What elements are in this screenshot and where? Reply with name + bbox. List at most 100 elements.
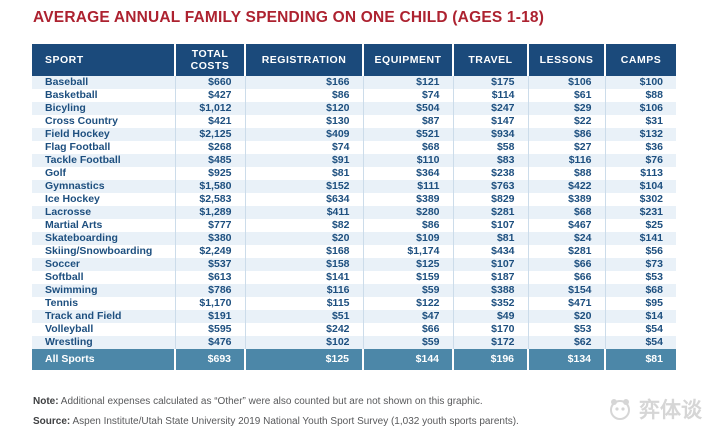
value-cell: $114: [452, 89, 528, 102]
value-cell: $86: [527, 128, 605, 141]
sport-name: Gymnastics: [45, 180, 105, 192]
table-row-swimming: Swimming $786 $116 $59 $388 $154 $68: [32, 284, 676, 297]
value-cell: $158: [244, 258, 363, 271]
sport-name: Lacrosse: [45, 206, 92, 218]
table-row-baseball: Baseball $660 $166 $121 $175 $106 $100: [32, 76, 676, 89]
value-cell: $660: [174, 76, 245, 89]
value-cell: $238: [452, 167, 528, 180]
sport-name: Ice Hockey: [45, 193, 100, 205]
value-cell: $116: [527, 154, 605, 167]
sport-name: Volleyball: [45, 323, 94, 335]
value-cell: $777: [174, 219, 245, 232]
table-header: SPORT TOTAL COSTS REGISTRATION EQUIPMENT TRA…: [32, 44, 676, 76]
value-cell: $172: [452, 336, 528, 349]
value-cell: $106: [604, 102, 676, 115]
value-cell: $59: [362, 336, 453, 349]
note-text: Additional expenses calculated as “Other…: [58, 396, 483, 407]
footer-notes: Note: Additional expenses calculated as …: [33, 392, 593, 431]
sport-name: Swimming: [45, 284, 98, 296]
value-cell: $100: [604, 76, 676, 89]
sport-name: Field Hockey: [45, 128, 110, 140]
value-cell: $58: [452, 141, 528, 154]
total-value-cell: $144: [362, 349, 453, 370]
value-cell: $1,289: [174, 206, 245, 219]
value-cell: $121: [362, 76, 453, 89]
value-cell: $132: [604, 128, 676, 141]
value-cell: $87: [362, 115, 453, 128]
value-cell: $86: [244, 89, 363, 102]
column-header-camps: CAMPS: [604, 44, 676, 76]
value-cell: $1,170: [174, 297, 245, 310]
page-title: AVERAGE ANNUAL FAMILY SPENDING ON ONE CH…: [33, 9, 545, 26]
column-header-total-costs: TOTAL COSTS: [174, 44, 245, 76]
value-cell: $595: [174, 323, 245, 336]
value-cell: $154: [527, 284, 605, 297]
table-row-skateboarding: Skateboarding $380 $20 $109 $81 $24 $141: [32, 232, 676, 245]
value-cell: $14: [604, 310, 676, 323]
value-cell: $364: [362, 167, 453, 180]
value-cell: $471: [527, 297, 605, 310]
table-row-basketball: Basketball $427 $86 $74 $114 $61 $88: [32, 89, 676, 102]
value-cell: $122: [362, 297, 453, 310]
value-cell: $352: [452, 297, 528, 310]
value-cell: $242: [244, 323, 363, 336]
total-value-cell: $196: [452, 349, 528, 370]
total-value-cell: $134: [527, 349, 605, 370]
value-cell: $62: [527, 336, 605, 349]
value-cell: $20: [244, 232, 363, 245]
column-header-lessons: LESSONS: [527, 44, 605, 76]
table-row-tennis: Tennis $1,170 $115 $122 $352 $471 $95: [32, 297, 676, 310]
sport-name: Flag Football: [45, 141, 111, 153]
value-cell: $268: [174, 141, 245, 154]
value-cell: $56: [604, 245, 676, 258]
value-cell: $47: [362, 310, 453, 323]
value-cell: $231: [604, 206, 676, 219]
value-cell: $109: [362, 232, 453, 245]
value-cell: $54: [604, 323, 676, 336]
value-cell: $29: [527, 102, 605, 115]
value-cell: $2,583: [174, 193, 245, 206]
value-cell: $68: [362, 141, 453, 154]
value-cell: $115: [244, 297, 363, 310]
sport-name: Soccer: [45, 258, 81, 270]
value-cell: $68: [604, 284, 676, 297]
value-cell: $829: [452, 193, 528, 206]
value-cell: $421: [174, 115, 245, 128]
value-cell: $49: [452, 310, 528, 323]
table-row-bicyling: Bicyling $1,012 $120 $504 $247 $29 $106: [32, 102, 676, 115]
value-cell: $120: [244, 102, 363, 115]
value-cell: $113: [604, 167, 676, 180]
value-cell: $504: [362, 102, 453, 115]
panda-face-icon: [610, 399, 630, 420]
value-cell: $409: [244, 128, 363, 141]
value-cell: $20: [527, 310, 605, 323]
sport-name: Bicyling: [45, 102, 86, 114]
table-row-soccer: Soccer $537 $158 $125 $107 $66 $73: [32, 258, 676, 271]
value-cell: $388: [452, 284, 528, 297]
value-cell: $302: [604, 193, 676, 206]
value-cell: $467: [527, 219, 605, 232]
table-row-softball: Softball $613 $141 $159 $187 $66 $53: [32, 271, 676, 284]
value-cell: $152: [244, 180, 363, 193]
note-line: Note: Additional expenses calculated as …: [33, 392, 593, 412]
value-cell: $107: [452, 219, 528, 232]
table-row-track-and-field: Track and Field $191 $51 $47 $49 $20 $14: [32, 310, 676, 323]
value-cell: $187: [452, 271, 528, 284]
value-cell: $521: [362, 128, 453, 141]
sport-name: Tennis: [45, 297, 79, 309]
value-cell: $51: [244, 310, 363, 323]
sport-name: Basketball: [45, 89, 98, 101]
value-cell: $434: [452, 245, 528, 258]
value-cell: $476: [174, 336, 245, 349]
sport-name: Martial Arts: [45, 219, 103, 231]
value-cell: $59: [362, 284, 453, 297]
value-cell: $281: [527, 245, 605, 258]
value-cell: $74: [244, 141, 363, 154]
table-row-tackle-football: Tackle Football $485 $91 $110 $83 $116 $76: [32, 154, 676, 167]
value-cell: $116: [244, 284, 363, 297]
value-cell: $427: [174, 89, 245, 102]
value-cell: $74: [362, 89, 453, 102]
value-cell: $786: [174, 284, 245, 297]
value-cell: $2,125: [174, 128, 245, 141]
value-cell: $170: [452, 323, 528, 336]
